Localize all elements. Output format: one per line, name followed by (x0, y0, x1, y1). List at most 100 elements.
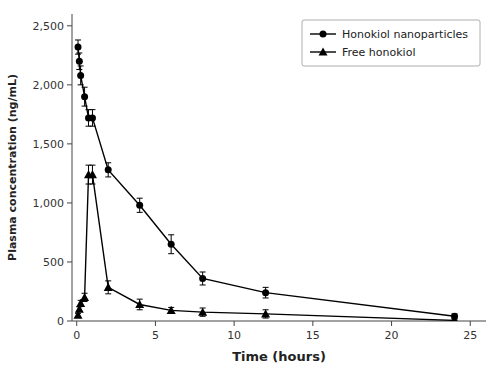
marker (136, 202, 143, 209)
error-bar-cap (78, 84, 84, 85)
marker (76, 58, 83, 65)
error-bar (105, 163, 111, 177)
x-tick (155, 321, 156, 326)
y-tick-label: 1,000 (33, 197, 65, 210)
marker (105, 166, 112, 173)
y-tick-label: 2,000 (33, 79, 65, 92)
y-tick (67, 321, 72, 322)
x-tick-label: 0 (73, 329, 80, 342)
error-bar-cap (105, 176, 111, 177)
marker (81, 93, 88, 100)
marker (104, 283, 113, 291)
error-bar-cap (89, 165, 95, 166)
marker (320, 31, 327, 38)
error-bar (89, 110, 95, 127)
series-line (78, 175, 454, 321)
x-axis-line (72, 321, 486, 322)
error-bar-cap (168, 253, 174, 254)
marker (80, 293, 89, 301)
error-bar-cap (263, 318, 269, 319)
marker (77, 72, 84, 79)
error-bar-cap (137, 212, 143, 213)
legend: Honokiol nanoparticles Free honokiol (302, 20, 480, 66)
chart: 0 5 10 15 20 25 0 500 1,000 1,500 2,000 2,500 Time (… (0, 0, 500, 373)
legend-item: Free honokiol (310, 46, 415, 59)
error-bar (137, 198, 143, 212)
marker (135, 300, 144, 308)
error-bar-cap (75, 54, 81, 55)
y-tick (67, 202, 72, 203)
error-bar-cap (105, 293, 111, 294)
x-tick-label: 15 (306, 329, 320, 342)
series (75, 40, 458, 320)
marker (167, 306, 176, 314)
error-bar (200, 272, 206, 285)
y-axis-label: Plasma concentration (ng/mL) (6, 74, 19, 261)
error-bar-cap (105, 162, 111, 163)
marker (199, 275, 206, 282)
marker (262, 289, 269, 296)
error-bar-cap (200, 271, 206, 272)
marker (319, 48, 328, 56)
error-bar-cap (137, 309, 143, 310)
legend-item: Honokiol nanoparticles (310, 28, 468, 41)
x-tick (470, 321, 471, 326)
error-bar-cap (89, 184, 95, 185)
error-bar-cap (105, 280, 111, 281)
y-axis-line (72, 14, 73, 321)
error-bar-cap (82, 106, 88, 107)
legend-label: Free honokiol (342, 46, 415, 59)
error-bar-cap (89, 126, 95, 127)
y-tick-label: 1,500 (33, 138, 65, 151)
x-tick-label: 20 (385, 329, 399, 342)
series (74, 165, 459, 321)
error-bar (78, 66, 84, 85)
error-bar-cap (263, 287, 269, 288)
error-bar (168, 235, 174, 254)
error-bar-cap (137, 198, 143, 199)
marker (88, 170, 97, 178)
marker (450, 316, 459, 321)
y-tick-label: 500 (43, 256, 64, 269)
error-bar-cap (137, 299, 143, 300)
data (74, 40, 459, 321)
error-bar-cap (82, 301, 88, 302)
legend-box (302, 20, 480, 66)
x-tick (312, 321, 313, 326)
y-tick (67, 261, 72, 262)
error-bar (82, 87, 88, 106)
error-bar (263, 287, 269, 298)
x-tick (76, 321, 77, 326)
marker (261, 309, 270, 317)
axes: 0 5 10 15 20 25 0 500 1,000 1,500 2,000 2,500 (33, 14, 487, 342)
marker (198, 308, 207, 316)
error-bar (75, 40, 81, 54)
error-bar-cap (82, 87, 88, 88)
error-bar (76, 53, 82, 70)
y-tick-label: 2,500 (33, 20, 65, 33)
legend-label: Honokiol nanoparticles (342, 28, 468, 41)
y-tick-label: 0 (57, 315, 64, 328)
error-bar-cap (75, 39, 81, 40)
error-bar-cap (76, 69, 82, 70)
x-tick-label: 5 (152, 329, 159, 342)
error-bar-cap (76, 52, 82, 53)
x-tick-label: 10 (227, 329, 241, 342)
error-bar-cap (89, 109, 95, 110)
y-tick (67, 25, 72, 26)
marker (75, 44, 82, 51)
error-bar-cap (200, 316, 206, 317)
x-tick-label: 25 (463, 329, 477, 342)
y-tick (67, 84, 72, 85)
marker (89, 114, 96, 121)
y-tick (67, 143, 72, 144)
x-tick (234, 321, 235, 326)
error-bar-cap (168, 234, 174, 235)
x-axis-label: Time (hours) (232, 349, 326, 364)
series-line (78, 47, 454, 316)
error-bar-cap (78, 65, 84, 66)
x-tick (391, 321, 392, 326)
error-bar-cap (263, 297, 269, 298)
error-bar-cap (200, 284, 206, 285)
marker (168, 241, 175, 248)
